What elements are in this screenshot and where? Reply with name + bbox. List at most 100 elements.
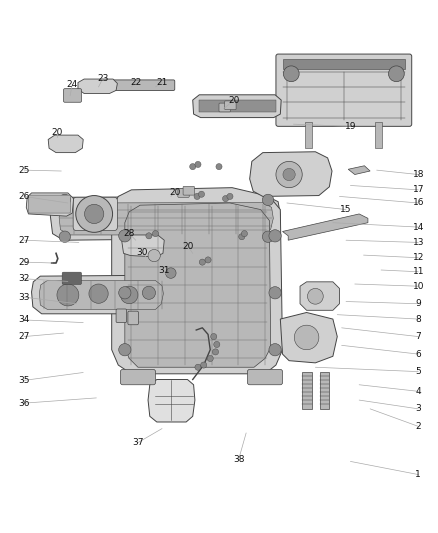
Circle shape xyxy=(148,249,160,262)
FancyBboxPatch shape xyxy=(225,101,236,110)
Circle shape xyxy=(119,287,131,299)
Circle shape xyxy=(283,168,295,181)
Text: 6: 6 xyxy=(415,350,421,359)
Text: 14: 14 xyxy=(413,223,424,231)
Polygon shape xyxy=(300,282,339,310)
FancyBboxPatch shape xyxy=(73,197,117,231)
Circle shape xyxy=(152,231,159,237)
Polygon shape xyxy=(283,214,368,240)
Text: 4: 4 xyxy=(416,387,421,396)
FancyBboxPatch shape xyxy=(64,88,81,102)
Bar xyxy=(302,372,312,409)
Bar xyxy=(283,59,405,69)
Text: 5: 5 xyxy=(415,367,421,376)
Text: 20: 20 xyxy=(51,128,63,138)
Text: 21: 21 xyxy=(156,78,168,87)
Text: 7: 7 xyxy=(415,332,421,341)
Polygon shape xyxy=(39,280,163,310)
Text: 38: 38 xyxy=(233,455,244,464)
Text: 28: 28 xyxy=(124,229,135,238)
Polygon shape xyxy=(78,79,117,93)
Circle shape xyxy=(166,268,176,278)
FancyBboxPatch shape xyxy=(28,195,71,213)
Circle shape xyxy=(146,233,152,239)
Circle shape xyxy=(283,66,299,82)
Circle shape xyxy=(389,66,404,82)
Circle shape xyxy=(57,284,79,306)
Text: 15: 15 xyxy=(340,205,352,214)
Text: 3: 3 xyxy=(415,405,421,414)
Text: 20: 20 xyxy=(170,188,181,197)
Circle shape xyxy=(59,194,71,206)
Text: 34: 34 xyxy=(18,316,30,325)
Text: 11: 11 xyxy=(413,267,424,276)
Polygon shape xyxy=(48,135,83,152)
Polygon shape xyxy=(26,193,74,216)
FancyBboxPatch shape xyxy=(62,272,81,285)
Text: 12: 12 xyxy=(413,253,424,262)
Circle shape xyxy=(269,344,281,356)
Circle shape xyxy=(120,286,138,304)
Circle shape xyxy=(201,362,207,368)
Circle shape xyxy=(198,191,205,197)
FancyBboxPatch shape xyxy=(219,103,230,112)
Text: 26: 26 xyxy=(18,192,30,201)
Circle shape xyxy=(262,194,274,206)
Circle shape xyxy=(85,204,104,223)
Circle shape xyxy=(195,161,201,167)
Text: 16: 16 xyxy=(413,198,424,207)
Text: 9: 9 xyxy=(415,299,421,308)
Text: 20: 20 xyxy=(229,95,240,104)
Bar xyxy=(320,372,329,409)
Circle shape xyxy=(59,231,71,243)
Circle shape xyxy=(205,257,211,263)
Circle shape xyxy=(307,288,323,304)
Circle shape xyxy=(269,230,281,242)
Bar xyxy=(375,122,382,148)
Text: 18: 18 xyxy=(413,170,424,179)
Polygon shape xyxy=(122,235,164,257)
Text: 36: 36 xyxy=(18,399,30,408)
Text: 32: 32 xyxy=(18,274,30,283)
Circle shape xyxy=(216,164,222,169)
FancyBboxPatch shape xyxy=(276,54,412,126)
FancyBboxPatch shape xyxy=(247,369,283,385)
Circle shape xyxy=(207,356,213,361)
Bar xyxy=(199,100,276,112)
Circle shape xyxy=(194,193,200,199)
Text: 30: 30 xyxy=(137,248,148,257)
Text: 13: 13 xyxy=(413,238,424,247)
Text: 29: 29 xyxy=(18,257,30,266)
Circle shape xyxy=(241,231,247,237)
Circle shape xyxy=(214,342,220,348)
Circle shape xyxy=(223,196,229,201)
Circle shape xyxy=(211,334,217,340)
Polygon shape xyxy=(280,312,337,363)
Text: 22: 22 xyxy=(130,78,141,87)
Text: 35: 35 xyxy=(18,376,30,385)
Text: 24: 24 xyxy=(67,80,78,89)
Polygon shape xyxy=(32,275,169,314)
Text: 23: 23 xyxy=(97,74,109,83)
Text: 27: 27 xyxy=(18,236,30,245)
Text: 8: 8 xyxy=(415,314,421,324)
Text: 19: 19 xyxy=(345,122,356,131)
FancyBboxPatch shape xyxy=(120,369,155,385)
Circle shape xyxy=(195,364,201,370)
Circle shape xyxy=(269,287,281,299)
Polygon shape xyxy=(193,95,281,118)
FancyBboxPatch shape xyxy=(178,189,189,197)
Circle shape xyxy=(190,164,196,169)
FancyBboxPatch shape xyxy=(183,187,194,195)
Circle shape xyxy=(276,161,302,188)
Text: 37: 37 xyxy=(132,438,144,447)
Polygon shape xyxy=(250,152,332,197)
Circle shape xyxy=(212,349,219,355)
Text: 2: 2 xyxy=(416,422,421,431)
Circle shape xyxy=(119,344,131,356)
Circle shape xyxy=(89,284,108,303)
Circle shape xyxy=(76,196,113,232)
FancyBboxPatch shape xyxy=(116,309,127,322)
Text: 33: 33 xyxy=(18,293,30,302)
Circle shape xyxy=(142,286,155,300)
